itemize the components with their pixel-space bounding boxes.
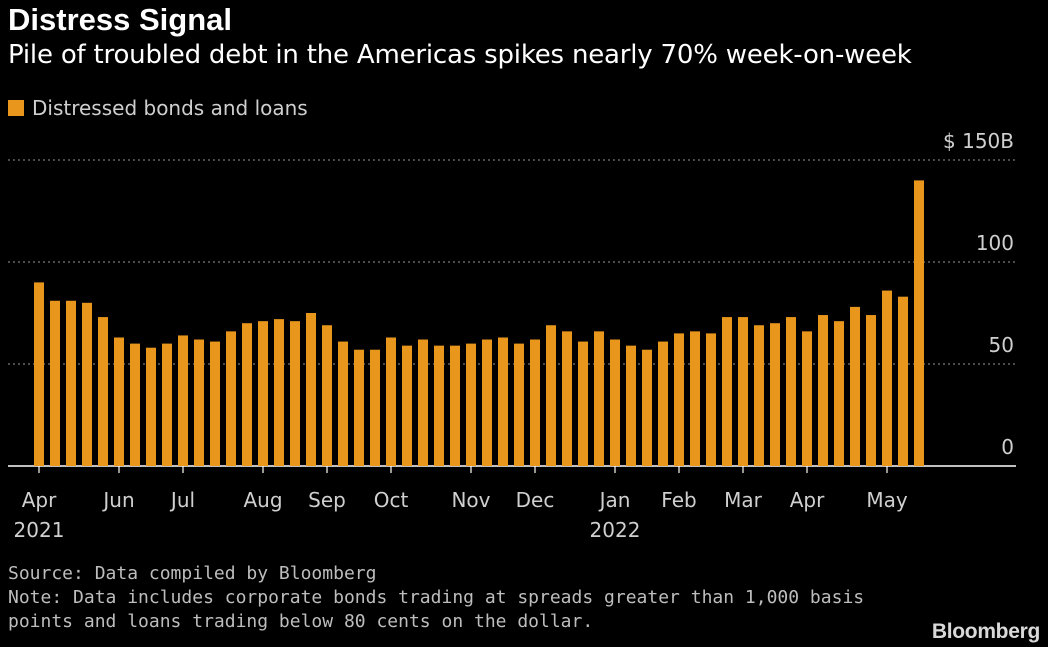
y-tick-label: 100 [976, 231, 1014, 255]
bar [706, 333, 716, 466]
note-line-2: points and loans trading below 80 cents … [8, 611, 594, 632]
bar [914, 180, 924, 466]
legend-swatch [8, 100, 24, 116]
bar [738, 317, 748, 466]
bar [242, 323, 252, 466]
bar [194, 339, 204, 466]
bar [610, 339, 620, 466]
y-tick-label: 0 [1001, 435, 1014, 459]
bar [514, 343, 524, 466]
bar [882, 290, 892, 466]
bar [98, 317, 108, 466]
bars [34, 180, 924, 466]
bar [226, 331, 236, 466]
x-tick-label: Jun [101, 488, 134, 512]
note-line-1: Note: Data includes corporate bonds trad… [8, 587, 865, 608]
bar [82, 302, 92, 466]
bar [354, 349, 364, 466]
bar [770, 323, 780, 466]
bar [434, 345, 444, 466]
bar [386, 337, 396, 466]
bar [114, 337, 124, 466]
x-tick-label: May [866, 488, 908, 512]
bar [802, 331, 812, 466]
x-tick-label: Feb [661, 488, 696, 512]
x-tick-label: Dec [516, 488, 555, 512]
bar [498, 337, 508, 466]
y-axis-ticks: 0 50 100 $ 150B [943, 129, 1014, 459]
chart-title: Distress Signal [8, 2, 232, 37]
x-tick-label: Sep [308, 488, 346, 512]
bar [162, 343, 172, 466]
y-tick-label: $ 150B [943, 129, 1014, 153]
source-text: Source: Data compiled by Bloomberg [8, 563, 377, 584]
bar [402, 345, 412, 466]
bar [834, 321, 844, 466]
bar [210, 341, 220, 466]
bar [578, 341, 588, 466]
bar [66, 300, 76, 466]
x-tick-label: Jan [598, 488, 631, 512]
bar [178, 335, 188, 466]
bar [642, 349, 652, 466]
bar [274, 319, 284, 466]
bar [546, 325, 556, 466]
x-tick-label: Mar [724, 488, 763, 512]
footnote: Source: Data compiled by Bloomberg Note:… [8, 562, 864, 634]
bar [482, 339, 492, 466]
bar [418, 339, 428, 466]
bar [594, 331, 604, 466]
bar [690, 331, 700, 466]
bar [34, 282, 44, 466]
bloomberg-logo: Bloomberg [931, 620, 1040, 643]
x-tick-year-label: 2021 [14, 518, 65, 542]
gridlines [8, 159, 1016, 467]
bar [530, 339, 540, 466]
x-tick-label: Apr [22, 488, 57, 512]
bar [50, 300, 60, 466]
legend: Distressed bonds and loans [8, 96, 308, 120]
x-tick-label: Nov [451, 488, 490, 512]
x-tick-year-label: 2022 [590, 518, 641, 542]
bar [754, 325, 764, 466]
bar [898, 296, 908, 466]
x-tick-label: Oct [374, 488, 409, 512]
bar [658, 341, 668, 466]
bar [290, 321, 300, 466]
bar [130, 343, 140, 466]
bar [866, 315, 876, 466]
bar [450, 345, 460, 466]
bar [466, 343, 476, 466]
bar [146, 347, 156, 466]
x-axis-ticks: Apr 2021 Jun Jul Aug Sep Oct Nov Dec Jan 2022 Feb Ma… [14, 466, 908, 542]
chart-subtitle: Pile of troubled debt in the Americas sp… [8, 40, 912, 70]
bar [626, 345, 636, 466]
bar [674, 333, 684, 466]
legend-label: Distressed bonds and loans [32, 96, 308, 120]
x-tick-label: Apr [790, 488, 825, 512]
bar [338, 341, 348, 466]
bar [722, 317, 732, 466]
bar [370, 349, 380, 466]
x-tick-label: Jul [169, 488, 195, 512]
bar [258, 321, 268, 466]
x-tick-label: Aug [243, 488, 282, 512]
bar [818, 315, 828, 466]
bar [786, 317, 796, 466]
bar [562, 331, 572, 466]
bar [322, 325, 332, 466]
bar [850, 306, 860, 466]
y-tick-label: 50 [989, 333, 1014, 357]
bar [306, 313, 316, 466]
